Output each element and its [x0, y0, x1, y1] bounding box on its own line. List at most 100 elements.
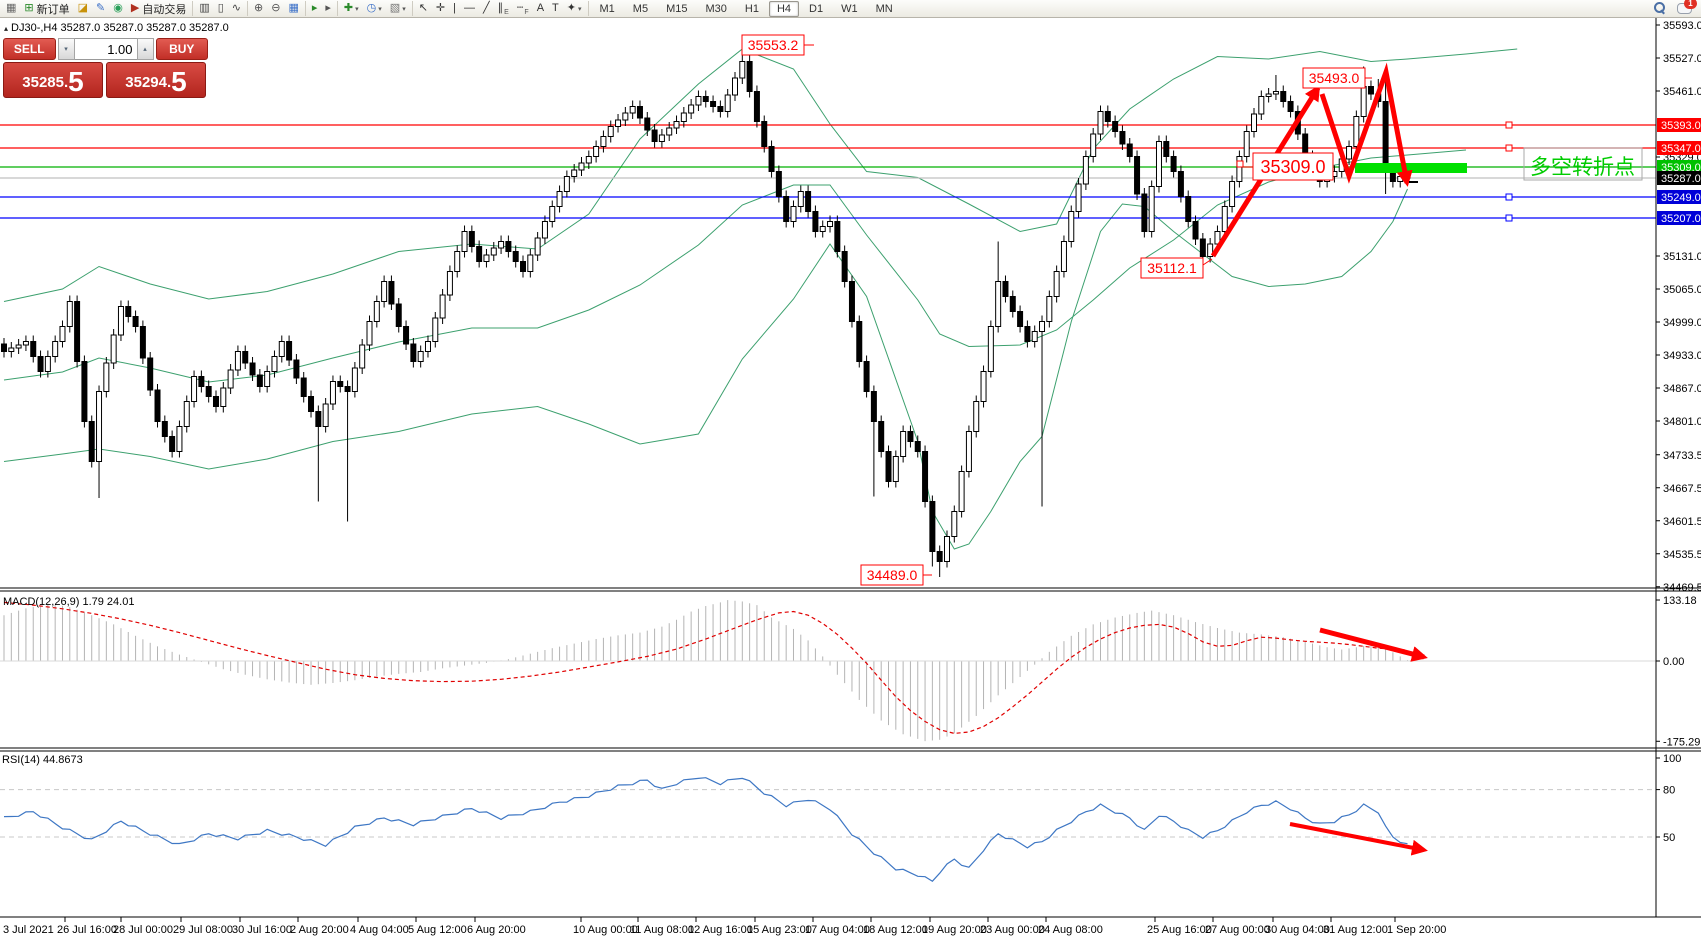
label-35309-box[interactable] — [1252, 152, 1334, 181]
timeframe-h1-button[interactable]: H1 — [744, 2, 759, 15]
candle-bull — [951, 511, 958, 537]
buy-price-display[interactable]: 35294. 5 — [106, 62, 206, 98]
hline-handle-35393[interactable] — [1505, 121, 1513, 129]
label-35112[interactable]: 35112.1 — [1140, 257, 1213, 279]
signals-icon[interactable]: ◉ — [110, 1, 126, 16]
collapse-arrow-icon[interactable]: ▴ — [4, 24, 9, 33]
indicators-icon[interactable]: ✚ ▾ — [341, 1, 362, 16]
timeframe-m5-button[interactable]: M5 — [632, 2, 649, 15]
volume-increase-button[interactable]: ▴ — [136, 38, 154, 60]
hline-handle-35249[interactable] — [1505, 193, 1513, 201]
auto-scroll-icon[interactable]: ▸ — [309, 1, 321, 16]
arrows-caret-icon[interactable]: ▾ — [578, 5, 582, 13]
trendline-icon[interactable]: ╱ — [480, 1, 493, 16]
support-highlight-bar[interactable] — [1355, 163, 1467, 173]
equidistant-channel-icon[interactable]: ∥ E — [495, 1, 512, 16]
trend-arrow-1[interactable] — [1319, 62, 1413, 187]
hline-handle-35347[interactable] — [1505, 144, 1513, 152]
macd-trend-arrow[interactable] — [1319, 627, 1428, 662]
volume-decrease-button[interactable]: ▾ — [57, 38, 75, 60]
candle-bull — [527, 254, 534, 272]
sell-button[interactable]: SELL — [3, 38, 56, 60]
timeframe-m30-button[interactable]: M30 — [705, 2, 727, 15]
styles-bucket-icon[interactable]: ◪ — [75, 1, 91, 16]
timeframe-h4-button[interactable]: H4 — [768, 0, 800, 17]
candle-bull — [958, 471, 965, 512]
label-34489[interactable]: 34489.0 — [860, 564, 932, 586]
zoom-in-icon[interactable]: ⊕ — [251, 1, 266, 16]
fibonacci-icon[interactable]: ┄ F — [514, 1, 532, 16]
vertical-line-icon[interactable]: | — [450, 1, 459, 16]
crosshair-icon: ✛ — [435, 2, 446, 14]
line-chart-icon[interactable]: ∿ — [229, 1, 244, 16]
candle-bull — [732, 77, 738, 96]
price-axis-label: 34469.5 — [1663, 582, 1701, 594]
chat-icon[interactable]: 1 — [1677, 0, 1697, 14]
bar-chart-icon[interactable]: ▥ — [196, 1, 212, 16]
candle-bull — [1229, 181, 1236, 207]
candle-bull — [96, 391, 103, 462]
candle-bull — [541, 221, 548, 239]
candle-bear — [1104, 111, 1111, 122]
candle-bear — [395, 303, 402, 327]
new-order-button[interactable]: ⊞ 新订单 — [21, 1, 72, 16]
periods-icon[interactable]: ◷ ▾ — [364, 1, 385, 16]
candle-bull — [191, 376, 198, 402]
candle-bear — [88, 421, 95, 462]
timeframe-mn-button[interactable]: MN — [875, 2, 893, 15]
candle-bear — [161, 421, 168, 437]
crosshair-icon[interactable]: ✛ — [433, 1, 448, 16]
note-selection-box[interactable] — [1523, 147, 1643, 181]
templates-icon[interactable]: ▧ ▾ — [387, 1, 409, 16]
horizontal-line-icon[interactable]: — — [461, 1, 478, 16]
timeframe-m15-button[interactable]: M15 — [666, 2, 688, 15]
timeframe-w1-button[interactable]: W1 — [841, 2, 858, 15]
label-35112-box[interactable] — [1140, 257, 1204, 279]
label-35309-handle[interactable] — [1236, 160, 1244, 168]
macd-axis-label: 133.18 — [1663, 595, 1697, 607]
text-icon[interactable]: A — [534, 1, 547, 16]
auto-scroll-icon: ▸ — [311, 2, 318, 14]
algo-trading-button[interactable]: ▶ 自动交易 — [128, 1, 189, 16]
candle-bear — [468, 231, 475, 247]
symbol-ohlc-text: DJ30-,H4 35287.0 35287.0 35287.0 35287.0 — [11, 22, 229, 34]
metaeditor-icon[interactable]: ✎ — [93, 1, 108, 16]
candle-bull — [183, 401, 190, 427]
candle-bear — [154, 389, 161, 422]
timeframe-d1-button[interactable]: D1 — [809, 2, 824, 15]
zoom-out-icon[interactable]: ⊖ — [268, 1, 283, 16]
new-chart-icon[interactable]: ▦ — [3, 1, 19, 16]
candle-bull — [1258, 96, 1265, 115]
indicators-caret-icon[interactable]: ▾ — [355, 5, 359, 13]
periods-caret-icon[interactable]: ▾ — [378, 5, 382, 13]
volume-input[interactable]: 1.00 — [74, 38, 137, 60]
chart-shift-icon[interactable]: ▸ — [322, 1, 334, 16]
hline-handle-35207[interactable] — [1505, 214, 1513, 222]
text-label-icon[interactable]: T — [549, 1, 562, 16]
buy-price-pips: 5 — [171, 66, 187, 97]
price-axis-label: 34667.5 — [1663, 483, 1701, 495]
cursor-icon[interactable]: ↖ — [416, 1, 431, 16]
buy-button[interactable]: BUY — [155, 38, 208, 60]
tile-windows-icon[interactable]: ▦ — [285, 1, 301, 16]
price-axis-label: 35527.0 — [1663, 53, 1701, 65]
arrows-icon[interactable]: ✦ ▾ — [564, 1, 585, 16]
search-icon[interactable] — [1654, 1, 1665, 14]
label-35553-text: 35553.2 — [748, 37, 799, 53]
label-35493[interactable]: 35493.0 — [1302, 67, 1372, 89]
candlestick-chart-icon[interactable]: ▯ — [215, 1, 227, 16]
label-35309[interactable]: 35309.0 — [1236, 152, 1334, 181]
label-35553[interactable]: 35553.2 — [741, 34, 814, 56]
rsi-trend-arrow[interactable] — [1289, 822, 1428, 856]
candle-bull — [366, 321, 373, 346]
sell-price-display[interactable]: 35285. 5 — [3, 62, 103, 98]
candle-bull — [234, 351, 241, 371]
timeframe-m1-button[interactable]: M1 — [599, 2, 615, 15]
templates-caret-icon[interactable]: ▾ — [402, 5, 406, 13]
candle-bull — [688, 104, 695, 114]
candle-bear — [644, 117, 651, 131]
candle-bull — [571, 169, 578, 177]
candle-bear — [907, 431, 914, 442]
